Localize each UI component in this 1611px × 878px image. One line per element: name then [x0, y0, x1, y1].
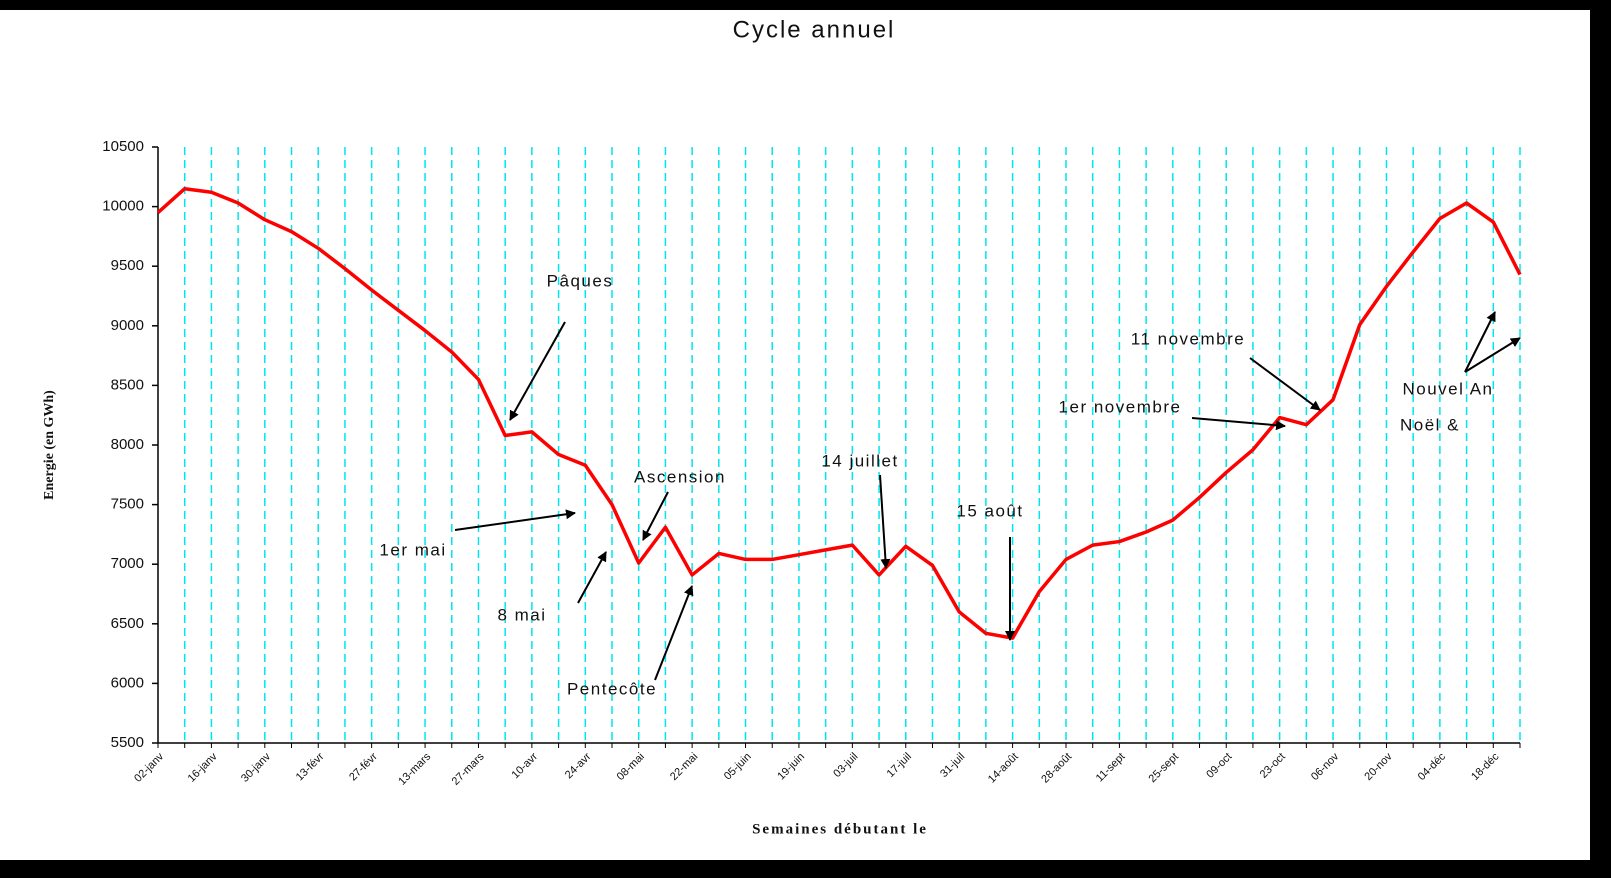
- y-tick-label: 9500: [111, 257, 144, 274]
- annotation-arrow: [1249, 357, 1321, 411]
- y-tick-label: 6000: [111, 674, 144, 691]
- y-tick-label: 5500: [111, 734, 144, 751]
- annotation: Pentecôte: [567, 679, 657, 698]
- line-series: [156, 186, 1522, 640]
- annotation: Ascension: [634, 467, 726, 486]
- y-tick-label: 7500: [111, 496, 144, 513]
- y-axis-label: Energie (en GWh): [42, 390, 57, 500]
- annotation-arrow: [642, 491, 669, 541]
- annotation-arrow: [577, 551, 607, 604]
- annotation: 1er novembre: [1059, 397, 1182, 416]
- y-tick-label: 9000: [111, 317, 144, 334]
- y-tick-label: 6500: [111, 615, 144, 632]
- annotation-arrow: [654, 585, 694, 681]
- annotation: 1er mai: [379, 540, 446, 559]
- annotation-arrow: [879, 474, 891, 569]
- annotation-arrow: [1191, 417, 1286, 431]
- y-tick-label: 8000: [111, 436, 144, 453]
- chart-title: Cycle annuel: [733, 16, 896, 43]
- annotation: 15 août: [956, 501, 1023, 520]
- annotation-arrow: [509, 321, 566, 421]
- y-tick-label: 7000: [111, 555, 144, 572]
- annotation: Noël &: [1400, 415, 1460, 434]
- annotation: 14 juillet: [821, 451, 898, 470]
- annotation: Nouvel An: [1403, 379, 1494, 398]
- y-tick-label: 10000: [102, 198, 144, 215]
- annotation: Pâques: [547, 271, 614, 290]
- y-tick-label: 10500: [102, 138, 144, 155]
- annotation-arrow: [454, 509, 576, 531]
- annotation-arrow: [1464, 337, 1521, 373]
- annotation: 11 novembre: [1131, 329, 1245, 348]
- x-axis-label: Semaines débutant le: [752, 821, 928, 837]
- y-tick-label: 8500: [111, 376, 144, 393]
- annotation-arrow: [1464, 311, 1496, 373]
- annotation: 8 mai: [497, 605, 546, 624]
